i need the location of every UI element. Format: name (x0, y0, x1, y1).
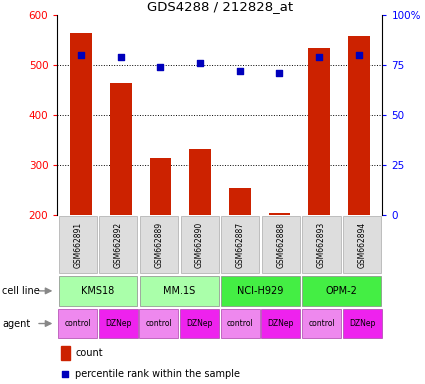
Bar (343, 216, 381, 273)
Point (316, 54, 323, 60)
Text: MM.1S: MM.1S (163, 286, 196, 296)
Bar (343, 309, 382, 338)
Bar (99, 216, 137, 273)
Bar (61, 346, 70, 360)
Text: agent: agent (2, 318, 30, 329)
Point (355, 52, 362, 58)
Text: percentile rank within the sample: percentile rank within the sample (75, 369, 240, 379)
Bar (70, 33, 92, 215)
Bar (261, 309, 300, 338)
Bar (58, 309, 97, 338)
Bar (181, 216, 219, 273)
Point (236, 68, 243, 74)
Bar (189, 149, 211, 215)
Text: GSM662890: GSM662890 (195, 222, 204, 268)
Text: GSM662891: GSM662891 (73, 222, 82, 268)
Text: GSM662894: GSM662894 (358, 222, 367, 268)
Point (78, 52, 85, 58)
Text: control: control (146, 319, 173, 328)
Text: control: control (64, 319, 91, 328)
Bar (269, 212, 290, 215)
Text: OPM-2: OPM-2 (326, 286, 358, 296)
Text: NCI-H929: NCI-H929 (238, 286, 284, 296)
Title: GDS4288 / 212828_at: GDS4288 / 212828_at (147, 0, 293, 13)
Bar (99, 309, 138, 338)
Bar (59, 216, 97, 273)
Bar (302, 309, 341, 338)
Point (157, 64, 164, 70)
Text: control: control (227, 319, 254, 328)
Text: GSM662889: GSM662889 (154, 222, 164, 268)
Text: GSM662887: GSM662887 (236, 222, 245, 268)
Bar (303, 276, 381, 306)
Text: DZNep: DZNep (105, 319, 131, 328)
Bar (348, 36, 370, 215)
Bar (140, 276, 219, 306)
Point (117, 54, 124, 60)
Text: KMS18: KMS18 (82, 286, 115, 296)
Text: DZNep: DZNep (349, 319, 375, 328)
Text: control: control (308, 319, 335, 328)
Bar (139, 309, 178, 338)
Text: GSM662892: GSM662892 (114, 222, 123, 268)
Text: cell line: cell line (2, 286, 40, 296)
Bar (140, 216, 178, 273)
Bar (150, 158, 171, 215)
Bar (59, 276, 137, 306)
Text: count: count (75, 348, 103, 358)
Bar (221, 309, 260, 338)
Bar (303, 216, 341, 273)
Text: DZNep: DZNep (268, 319, 294, 328)
Bar (221, 276, 300, 306)
Bar (308, 48, 330, 215)
Text: GSM662893: GSM662893 (317, 222, 326, 268)
Point (62, 371, 68, 377)
Bar (110, 83, 132, 215)
Bar (221, 216, 259, 273)
Text: DZNep: DZNep (187, 319, 213, 328)
Point (276, 70, 283, 76)
Bar (180, 309, 219, 338)
Bar (229, 187, 251, 215)
Bar (262, 216, 300, 273)
Text: GSM662888: GSM662888 (276, 222, 286, 268)
Point (197, 60, 204, 66)
